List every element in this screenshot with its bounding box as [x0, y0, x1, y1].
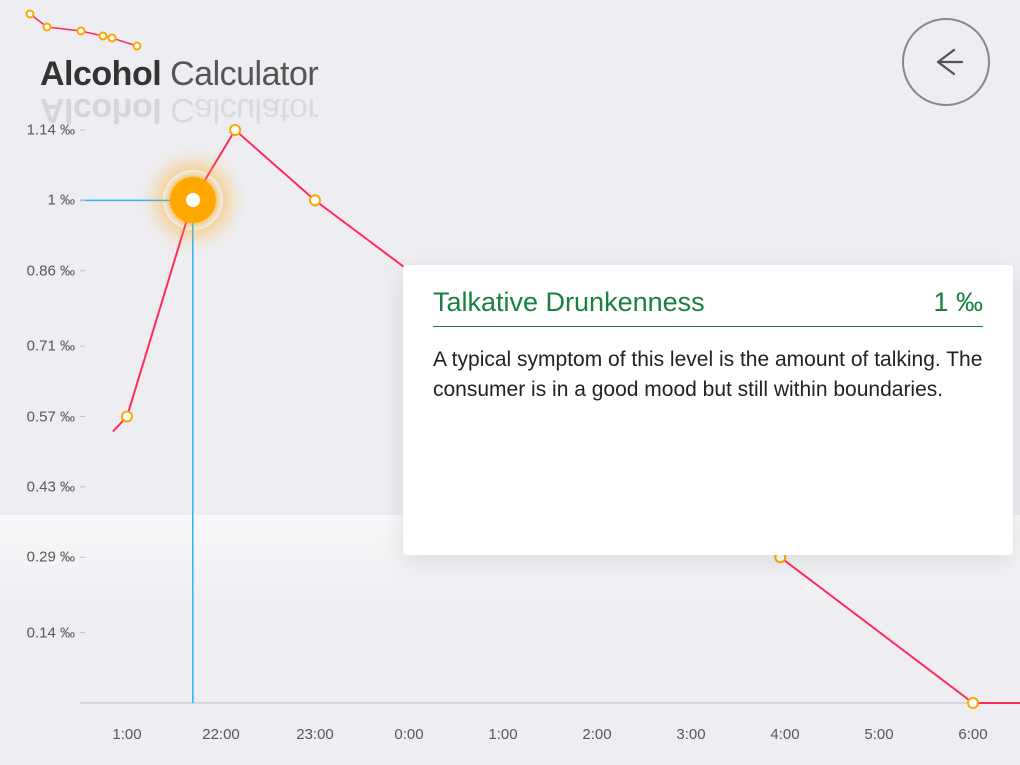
x-tick-label: 4:00 [770, 726, 799, 743]
info-card-body: A typical symptom of this level is the a… [433, 345, 983, 406]
slider-marker[interactable] [170, 177, 216, 223]
x-tick-label: 3:00 [676, 726, 705, 743]
y-tick-label: 1 ‰ [20, 192, 75, 209]
x-tick-label: 23:00 [296, 726, 334, 743]
info-card: Talkative Drunkenness 1 ‰ A typical symp… [403, 265, 1013, 555]
app-title-reflection: Alcohol Calculator [40, 90, 318, 129]
info-card-value: 1 ‰ [933, 287, 983, 318]
info-card-title: Talkative Drunkenness [433, 287, 705, 318]
app-title-bold: Alcohol [40, 55, 161, 93]
app-title-container: Alcohol Calculator Alcohol Calculator [40, 55, 318, 129]
back-arrow-icon [924, 40, 968, 84]
y-tick-label: 0.43 ‰ [20, 478, 75, 495]
x-tick-label: 1:00 [112, 726, 141, 743]
app-title: Alcohol Calculator [40, 55, 318, 94]
y-tick-label: 0.14 ‰ [20, 624, 75, 641]
x-tick-label: 22:00 [202, 726, 240, 743]
x-tick-label: 2:00 [582, 726, 611, 743]
x-tick-label: 0:00 [394, 726, 423, 743]
x-tick-label: 5:00 [864, 726, 893, 743]
y-tick-label: 1.14 ‰ [20, 122, 75, 139]
x-tick-label: 1:00 [488, 726, 517, 743]
x-tick-label: 6:00 [958, 726, 987, 743]
y-tick-label: 0.71 ‰ [20, 338, 75, 355]
app-title-light: Calculator [170, 55, 318, 93]
y-tick-label: 0.86 ‰ [20, 262, 75, 279]
y-tick-label: 0.29 ‰ [20, 549, 75, 566]
back-button[interactable] [902, 18, 990, 106]
y-tick-label: 0.57 ‰ [20, 408, 75, 425]
